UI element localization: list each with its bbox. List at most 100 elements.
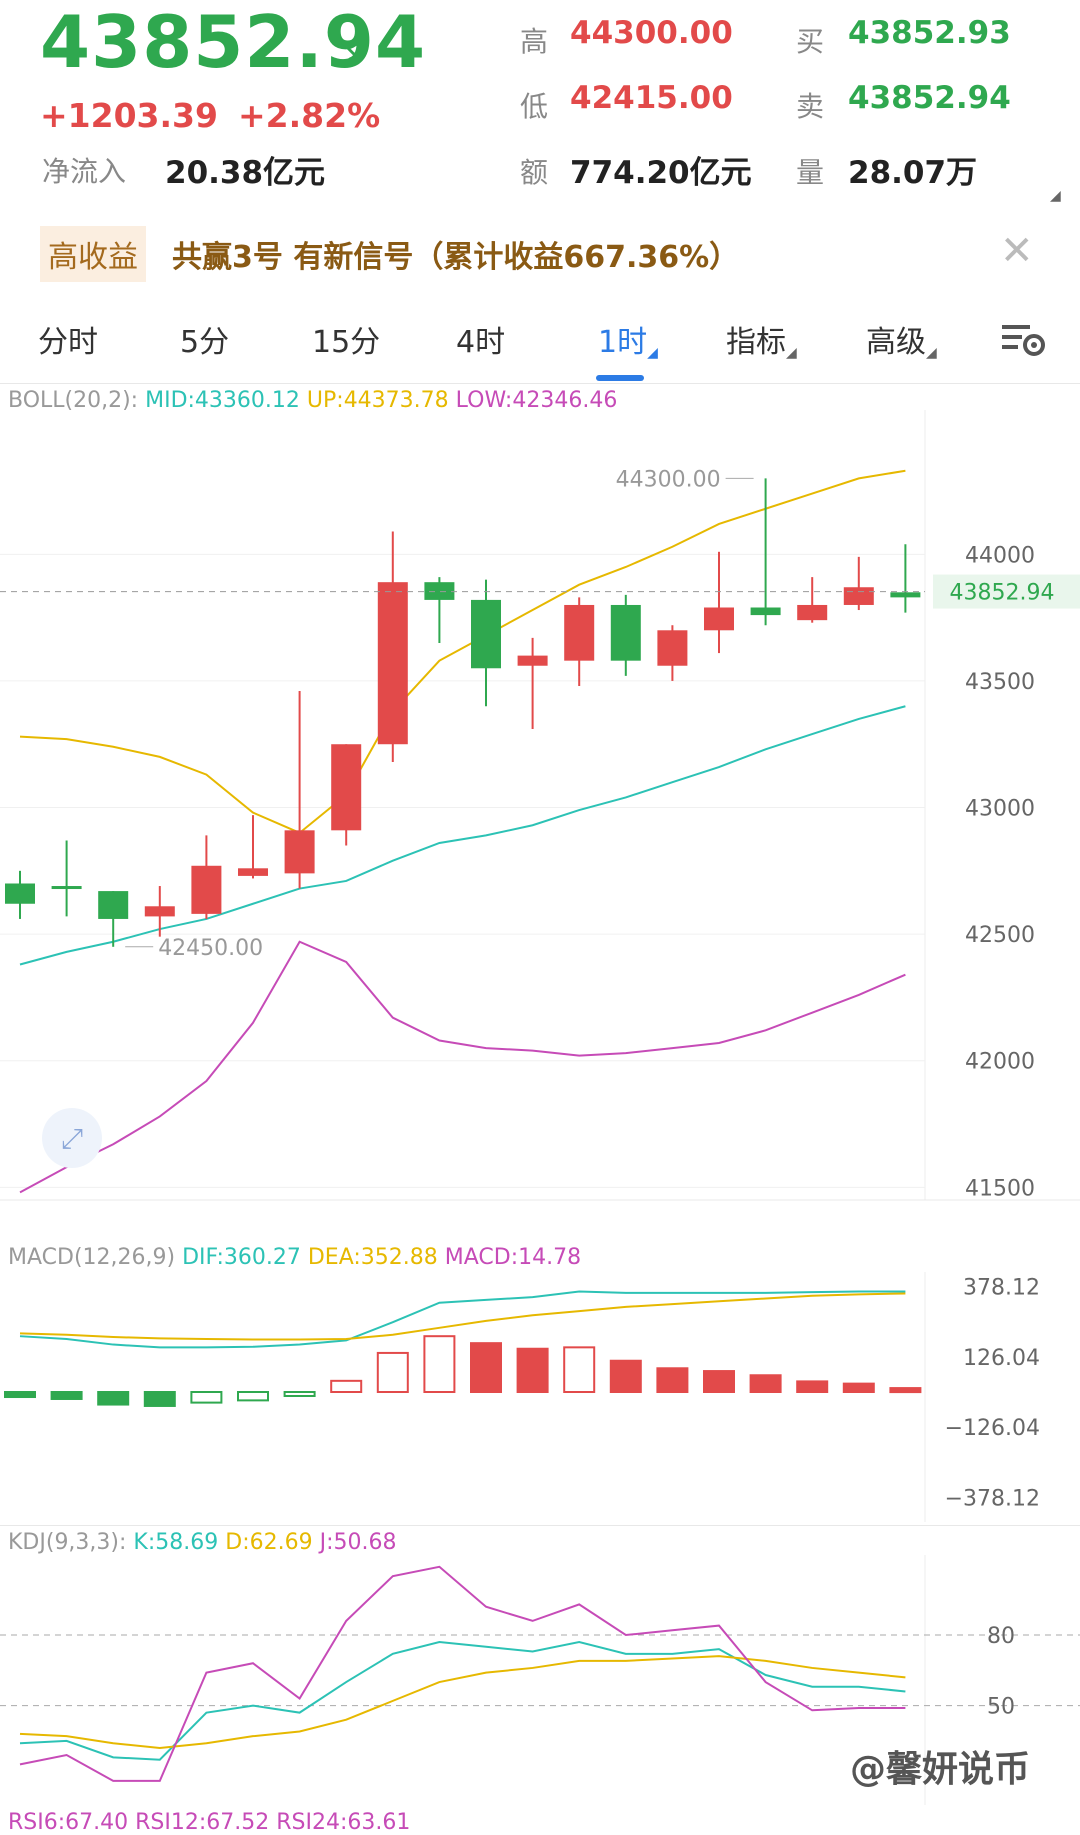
boll-low: LOW:42346.46 [455, 388, 618, 413]
low-value: 42415.00 [570, 80, 733, 116]
macd-bar [563, 1346, 596, 1393]
macd-bar [516, 1347, 549, 1393]
macd-value: MACD:14.78 [444, 1245, 582, 1270]
macd-bar [4, 1391, 36, 1399]
tab-1h[interactable]: 1时◢ [598, 325, 658, 361]
bid-value: 43852.93 [848, 15, 1011, 51]
volume-value: 28.07万 [848, 155, 978, 191]
candle-body [610, 604, 641, 661]
macd-bar [143, 1391, 176, 1407]
candle-body [144, 906, 175, 917]
macd-bar [237, 1391, 269, 1402]
tab-advanced[interactable]: 高级◢ [866, 325, 937, 361]
candle-body [890, 592, 921, 598]
kdj-legend: KDJ(9,3,3): K:58.69 D:62.69 J:50.68 [8, 1530, 396, 1555]
candle-body [797, 604, 828, 621]
down-arrow-icon: ↘ [336, 30, 365, 70]
candle-body [424, 582, 455, 600]
last-price: 43852.94 [40, 0, 427, 84]
tab-4h[interactable]: 4时 [456, 325, 506, 360]
ask-label: 卖 [796, 90, 825, 123]
macd-bar [376, 1351, 409, 1393]
macd-bar [889, 1387, 922, 1394]
macd-bar [283, 1391, 316, 1397]
kdj-j: J:50.68 [319, 1530, 397, 1555]
tab-1h-label: 1时 [598, 325, 648, 360]
macd-dif: DIF:360.27 [182, 1245, 301, 1270]
macd-bar [656, 1367, 689, 1393]
price-tick-label: 41500 [965, 1176, 1035, 1201]
time-tick-label: 06:00 [778, 1209, 841, 1210]
boll-legend: BOLL(20,2): MID:43360.12 UP:44373.78 LOW… [8, 388, 617, 413]
candle-body [657, 630, 688, 666]
kdj-tick-label: 50 [987, 1695, 1015, 1720]
tab-advanced-label: 高级 [866, 325, 926, 360]
candle-body [564, 604, 595, 661]
macd-tick-label: −378.12 [945, 1487, 1040, 1512]
candle-body [98, 891, 129, 919]
boll-up: UP:44373.78 [306, 388, 449, 413]
amount-value: 774.20亿元 [570, 155, 752, 191]
amount-label: 额 [520, 156, 549, 189]
tabs-divider [0, 383, 1080, 384]
close-icon[interactable]: ✕ [1000, 228, 1034, 274]
bid-label: 买 [796, 25, 825, 58]
macd-tick-label: 126.04 [963, 1346, 1040, 1371]
rsi-legend: RSI6:67.40 RSI12:67.52 RSI24:63.61 [8, 1810, 411, 1835]
tab-indicators[interactable]: 指标◢ [726, 325, 797, 361]
price-change-pct: +2.82% [238, 96, 381, 135]
macd-bar [609, 1359, 642, 1393]
macd-bar [423, 1335, 456, 1393]
macd-tick-label: 378.12 [963, 1275, 1040, 1300]
net-inflow-label: 净流入 [42, 155, 127, 188]
candle-body [843, 587, 874, 605]
expand-icon [42, 1108, 102, 1168]
macd-dea: DEA:352.88 [307, 1245, 438, 1270]
expand-corner-icon[interactable]: ◢ [1050, 188, 1061, 204]
kdj-d-line [19, 1655, 906, 1749]
candle-body [704, 607, 734, 631]
last-price-tag [933, 574, 1080, 609]
candle-body [377, 582, 408, 745]
chart-settings-icon[interactable] [1000, 319, 1048, 359]
macd-chart[interactable]: 378.12 126.04 −126.04 −378.12 [0, 1272, 1080, 1522]
time-tick-label: 18:00 [216, 1209, 279, 1210]
kdj-chart[interactable]: 80 50 [0, 1555, 1080, 1805]
kdj-k-line [19, 1641, 906, 1761]
high-label: 高 [520, 25, 549, 58]
macd-label: MACD(12,26,9) [8, 1245, 176, 1270]
high-yield-tag: 高收益 [40, 226, 146, 282]
price-chart[interactable]: 44000 43500 43000 42500 42000 41500 43852.94 44… [0, 410, 1080, 1210]
candle-body [5, 883, 35, 904]
active-tab-indicator [596, 375, 644, 381]
tab-15min[interactable]: 15分 [312, 325, 381, 360]
macd-bar [749, 1374, 782, 1393]
watermark: @馨妍说币 [850, 1749, 1031, 1790]
tab-5min[interactable]: 5分 [180, 325, 230, 360]
macd-dif-line [19, 1290, 906, 1349]
time-tick-label: 1月13 [498, 1209, 562, 1210]
max-annotation: 44300.00 [616, 467, 721, 492]
min-annotation: 42450.00 [158, 936, 263, 961]
last-price-label: 43852.94 [950, 581, 1055, 606]
macd-bar [842, 1382, 875, 1393]
macd-bar [703, 1370, 735, 1394]
macd-bar [470, 1342, 502, 1393]
signal-banner-text[interactable]: 共赢3号 有新信号（累计收益667.36%） [172, 240, 740, 275]
candle-body [471, 599, 501, 669]
high-value: 44300.00 [570, 15, 733, 51]
macd-legend: MACD(12,26,9) DIF:360.27 DEA:352.88 MACD… [8, 1245, 581, 1270]
macd-bar [330, 1379, 363, 1394]
macd-bar [190, 1391, 223, 1404]
candle-body [238, 868, 268, 876]
candle-body [191, 865, 222, 914]
price-tick-label: 43500 [965, 670, 1035, 695]
boll-mid-line [19, 705, 906, 966]
tab-timeshare[interactable]: 分时 [38, 325, 98, 360]
macd-divider [0, 1525, 1080, 1526]
expand-icon-glyph: ⤢ [61, 1122, 83, 1155]
kdj-k: K:58.69 [133, 1530, 219, 1555]
kdj-j-line [19, 1565, 906, 1782]
boll-upper-line [19, 469, 906, 835]
macd-dea-line [19, 1292, 906, 1341]
